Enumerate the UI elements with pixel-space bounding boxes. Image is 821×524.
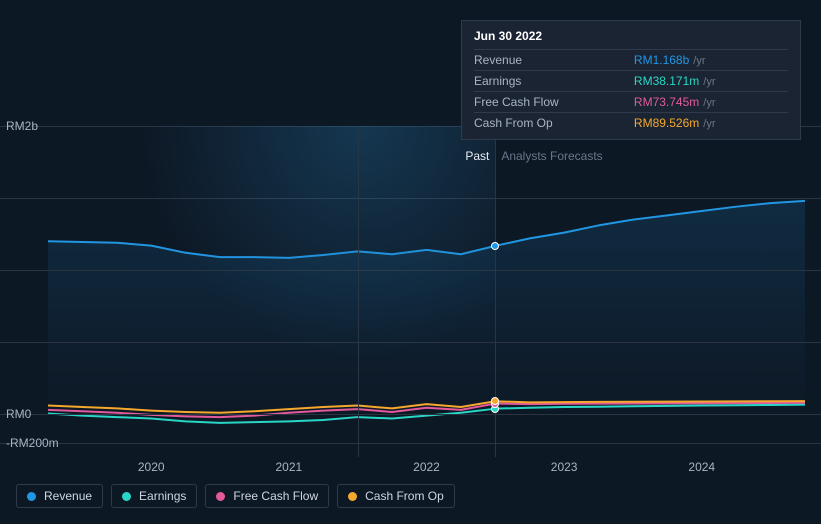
- y-axis-label: RM0: [6, 407, 31, 421]
- y-axis-label: -RM200m: [6, 436, 59, 450]
- legend-item-fcf[interactable]: Free Cash Flow: [205, 484, 329, 508]
- section-label-forecast: Analysts Forecasts: [501, 149, 602, 163]
- legend-item-revenue[interactable]: Revenue: [16, 484, 103, 508]
- past-gradient: [48, 126, 495, 457]
- legend-label: Earnings: [139, 489, 186, 503]
- x-axis-label: 2023: [551, 460, 578, 474]
- section-label-past: Past: [465, 149, 489, 163]
- legend-dot-icon: [216, 492, 225, 501]
- tooltip-row-value: RM89.526m/yr: [634, 113, 788, 134]
- legend-dot-icon: [27, 492, 36, 501]
- legend-item-earnings[interactable]: Earnings: [111, 484, 197, 508]
- tooltip-row-value: RM1.168b/yr: [634, 50, 788, 71]
- chart-legend: Revenue Earnings Free Cash Flow Cash From O…: [16, 484, 455, 508]
- vertical-gridline: [358, 126, 359, 457]
- legend-label: Revenue: [44, 489, 92, 503]
- legend-item-cfo[interactable]: Cash From Op: [337, 484, 455, 508]
- tooltip-table: Revenue RM1.168b/yrEarnings RM38.171m/yr…: [474, 49, 788, 133]
- hover-marker-revenue: [491, 242, 499, 250]
- legend-dot-icon: [348, 492, 357, 501]
- tooltip-row-value: RM73.745m/yr: [634, 92, 788, 113]
- legend-label: Free Cash Flow: [233, 489, 318, 503]
- legend-label: Cash From Op: [365, 489, 444, 503]
- x-axis-label: 2024: [688, 460, 715, 474]
- tooltip-row-label: Earnings: [474, 71, 634, 92]
- x-axis-label: 2022: [413, 460, 440, 474]
- tooltip-date: Jun 30 2022: [474, 29, 788, 49]
- y-axis-label: RM2b: [6, 119, 38, 133]
- tooltip-row: Cash From Op RM89.526m/yr: [474, 113, 788, 134]
- hover-tooltip: Jun 30 2022 Revenue RM1.168b/yrEarnings …: [461, 20, 801, 140]
- tooltip-row-label: Free Cash Flow: [474, 92, 634, 113]
- legend-dot-icon: [122, 492, 131, 501]
- tooltip-row: Revenue RM1.168b/yr: [474, 50, 788, 71]
- x-axis-label: 2020: [138, 460, 165, 474]
- tooltip-row-label: Revenue: [474, 50, 634, 71]
- tooltip-row: Free Cash Flow RM73.745m/yr: [474, 92, 788, 113]
- tooltip-row-label: Cash From Op: [474, 113, 634, 134]
- tooltip-row-value: RM38.171m/yr: [634, 71, 788, 92]
- x-axis-label: 2021: [276, 460, 303, 474]
- hover-marker-cfo: [491, 397, 499, 405]
- tooltip-row: Earnings RM38.171m/yr: [474, 71, 788, 92]
